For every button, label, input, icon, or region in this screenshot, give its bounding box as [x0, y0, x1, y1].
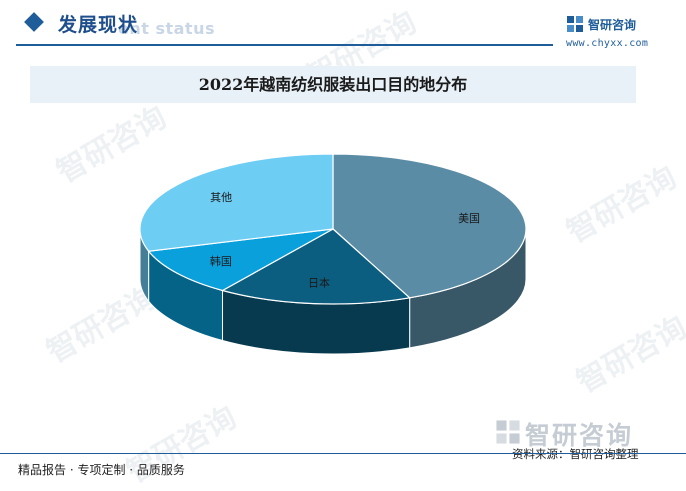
source-note: 资料来源：智研咨询整理: [512, 447, 639, 461]
footer-logo-icon: [496, 420, 520, 444]
pie-slice: [139, 153, 334, 252]
header: ent status 发展现状 智研咨询 www.chyxx.com: [0, 0, 686, 52]
brand-logo-icon: [567, 16, 583, 32]
header-divider: [16, 44, 553, 46]
pie-slice: [220, 228, 411, 305]
chart-title: 2022年越南纺织服装出口目的地分布: [198, 75, 468, 94]
footer-brand: 智研咨询: [495, 416, 670, 450]
footer-brand-name: 智研咨询: [525, 421, 634, 450]
brand-url: www.chyxx.com: [566, 38, 649, 49]
footer-divider: [0, 453, 686, 454]
section-title: 发展现状: [58, 14, 139, 36]
footer-tagline: 精品报告 · 专项定制 · 品质服务: [18, 463, 185, 477]
section-subtitle: ent status: [118, 19, 215, 38]
pie-slice: [332, 153, 527, 299]
pie-slice-label: 韩国: [210, 254, 232, 268]
pie-slice-label: 其他: [210, 191, 232, 204]
pie-slice-label: 日本: [308, 276, 330, 290]
brand-name: 智研咨询: [588, 18, 637, 32]
pie-slice: [147, 228, 334, 292]
chart-title-bar: 2022年越南纺织服装出口目的地分布: [30, 66, 636, 103]
pie-slice-label: 美国: [458, 212, 480, 225]
